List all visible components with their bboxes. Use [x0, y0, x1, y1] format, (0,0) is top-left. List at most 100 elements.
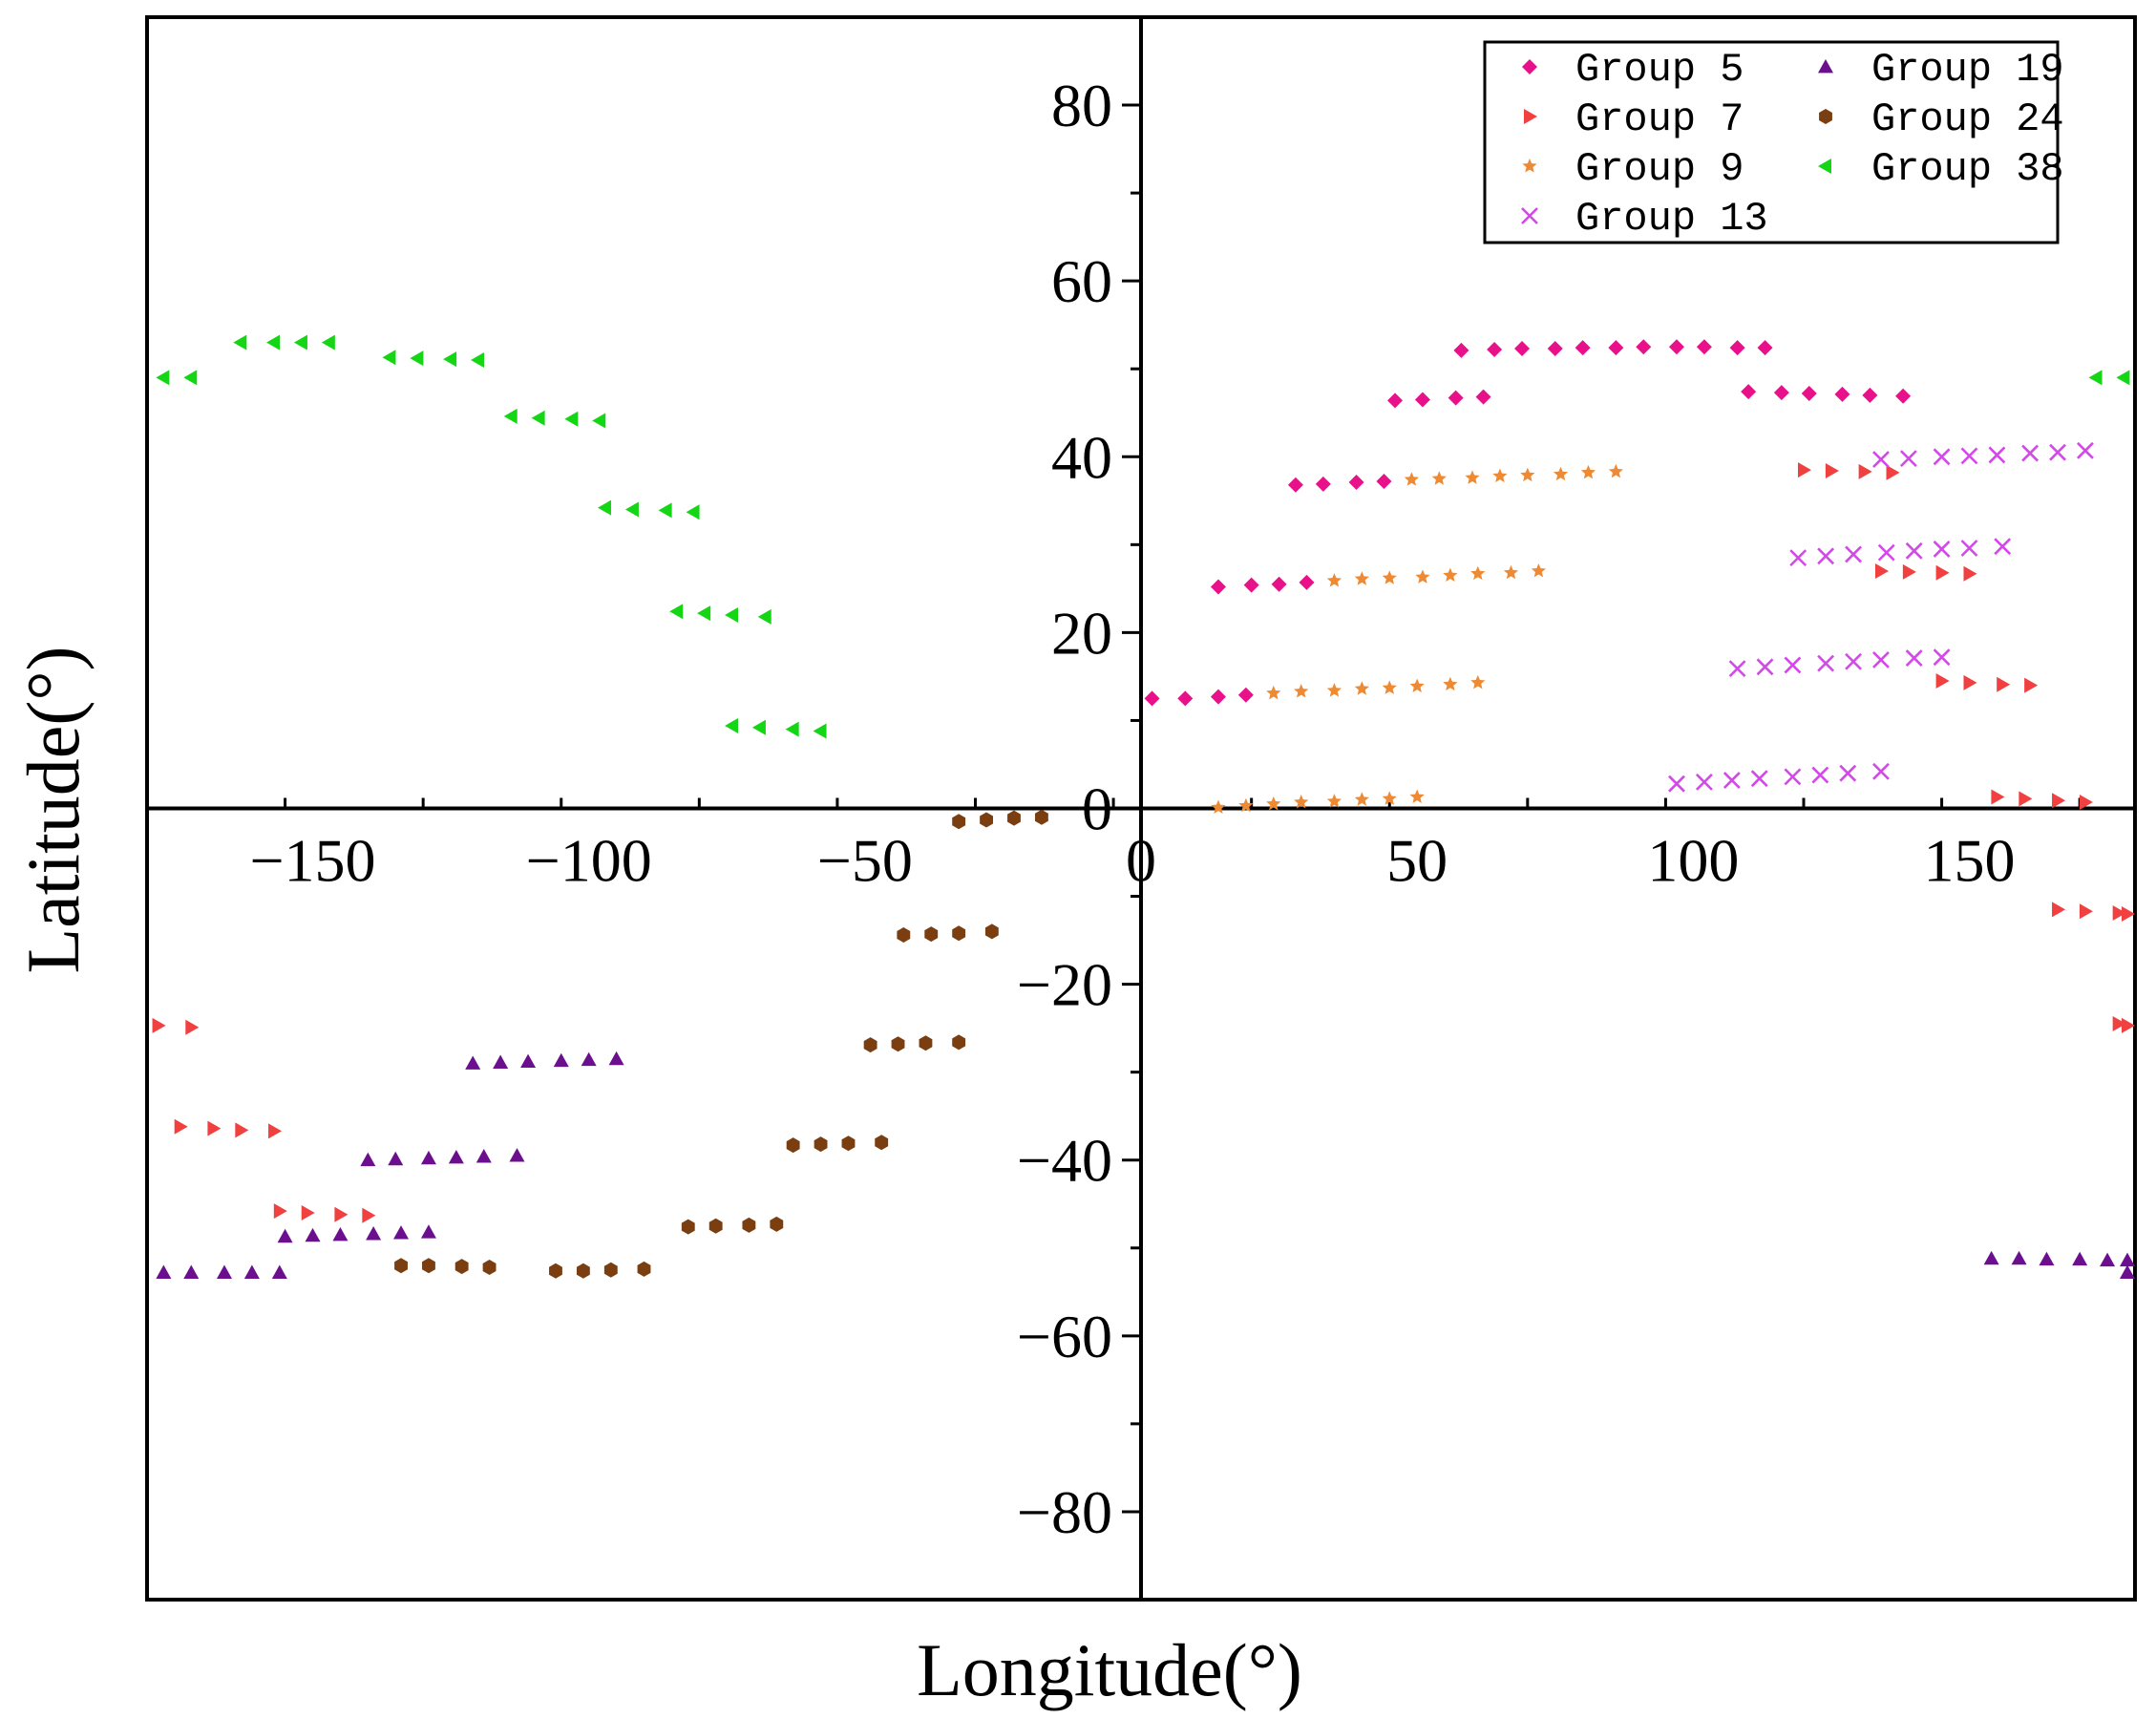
point-group-38 [382, 350, 396, 366]
point-group-5 [1315, 476, 1331, 492]
point-group-19 [183, 1264, 200, 1279]
legend-item-group-19: Group 19 [1818, 47, 2064, 93]
point-group-38 [757, 608, 772, 625]
legend-label: Group 9 [1575, 146, 1744, 192]
legend-marker-group-5 [1522, 59, 1537, 74]
point-group-9 [1238, 797, 1254, 813]
point-group-24 [897, 927, 911, 944]
cross-stroke [1728, 660, 1746, 678]
point-group-13 [1905, 541, 1923, 560]
point-group-24 [841, 1135, 856, 1152]
point-group-19 [271, 1264, 287, 1279]
axes: −150 −100 −50 0 50 100 150−80−60−40−2002040608… [145, 15, 2137, 1602]
cross-stroke [1784, 656, 1802, 674]
point-group-13 [1839, 764, 1857, 782]
point-group-5 [1741, 384, 1757, 400]
point-group-7 [2079, 903, 2093, 920]
point-group-5 [1668, 339, 1684, 355]
point-group-19 [366, 1226, 382, 1241]
series-group-38 [156, 334, 2130, 739]
point-group-19 [2120, 1264, 2135, 1279]
y-tick-label: −80 [1017, 1478, 1112, 1546]
legend-item-group-38: Group 38 [1818, 146, 2064, 192]
y-tick-label: 60 [1051, 247, 1112, 315]
point-group-13 [1994, 538, 2012, 556]
point-group-38 [531, 410, 545, 426]
point-group-13 [1872, 762, 1890, 780]
point-group-7 [185, 1019, 200, 1035]
y-tick-label: −20 [1017, 951, 1112, 1019]
point-group-24 [814, 1136, 828, 1153]
series-group-7 [152, 462, 2135, 1223]
point-group-5 [1608, 340, 1624, 356]
point-group-5 [1547, 341, 1563, 357]
cross-stroke [1905, 649, 1923, 668]
point-group-24 [863, 1037, 877, 1053]
legend-marker-group-9 [1522, 159, 1537, 173]
point-group-38 [183, 370, 198, 386]
point-group-9 [1580, 464, 1596, 479]
cross-stroke [1933, 648, 1951, 667]
point-group-9 [1354, 681, 1369, 695]
point-group-19 [277, 1228, 293, 1243]
cross-stroke [1756, 658, 1774, 676]
series-group-19 [156, 1050, 2135, 1279]
point-group-7 [1935, 564, 1950, 581]
cross-stroke [2049, 443, 2066, 461]
point-group-13 [1750, 770, 1768, 788]
point-group-24 [770, 1216, 784, 1232]
cross-stroke [1877, 543, 1895, 562]
point-group-24 [786, 1137, 800, 1154]
point-group-24 [637, 1261, 651, 1277]
point-group-13 [1933, 541, 1951, 558]
point-group-38 [410, 350, 424, 367]
y-tick-label: 0 [1082, 775, 1112, 843]
point-group-9 [1531, 562, 1547, 578]
point-group-19 [1983, 1250, 1999, 1265]
point-group-13 [1933, 648, 1951, 667]
point-group-19 [465, 1055, 481, 1070]
cross-stroke [2021, 444, 2040, 462]
point-group-13 [1899, 450, 1917, 468]
y-tick-label: 20 [1051, 599, 1112, 667]
point-group-9 [1382, 680, 1397, 694]
cross-stroke [1899, 450, 1917, 468]
cross-stroke [1845, 652, 1862, 670]
point-group-5 [1210, 689, 1226, 705]
point-group-24 [1007, 810, 1021, 826]
point-group-38 [2116, 370, 2130, 386]
point-group-38 [751, 719, 766, 735]
point-group-13 [1988, 446, 2006, 464]
point-group-5 [1729, 340, 1745, 356]
point-group-13 [1695, 773, 1713, 791]
point-group-7 [1874, 562, 1889, 579]
point-group-24 [919, 1035, 933, 1051]
point-group-5 [1487, 341, 1503, 357]
point-group-7 [1997, 676, 2011, 692]
point-group-13 [1789, 549, 1807, 567]
point-group-7 [2122, 1017, 2135, 1033]
point-group-9 [1409, 789, 1425, 804]
y-tick-label: 80 [1051, 72, 1112, 139]
point-group-38 [443, 351, 457, 368]
point-group-24 [952, 1034, 966, 1050]
point-group-7 [2079, 795, 2093, 811]
series-group-13 [1668, 441, 2094, 793]
point-group-9 [1553, 466, 1569, 481]
point-group-24 [984, 923, 999, 940]
point-group-13 [1784, 768, 1802, 786]
point-group-9 [1326, 573, 1342, 587]
point-group-19 [420, 1150, 436, 1165]
x-tick-label: 50 [1386, 827, 1448, 895]
point-group-9 [1443, 567, 1458, 583]
point-group-13 [2049, 443, 2066, 461]
point-group-13 [1756, 658, 1774, 676]
point-group-7 [174, 1118, 188, 1135]
point-group-38 [669, 604, 684, 620]
point-group-19 [332, 1226, 349, 1242]
point-group-7 [1798, 462, 1811, 478]
point-group-13 [1960, 447, 1978, 465]
point-group-13 [1723, 772, 1741, 789]
point-group-9 [1294, 795, 1309, 809]
